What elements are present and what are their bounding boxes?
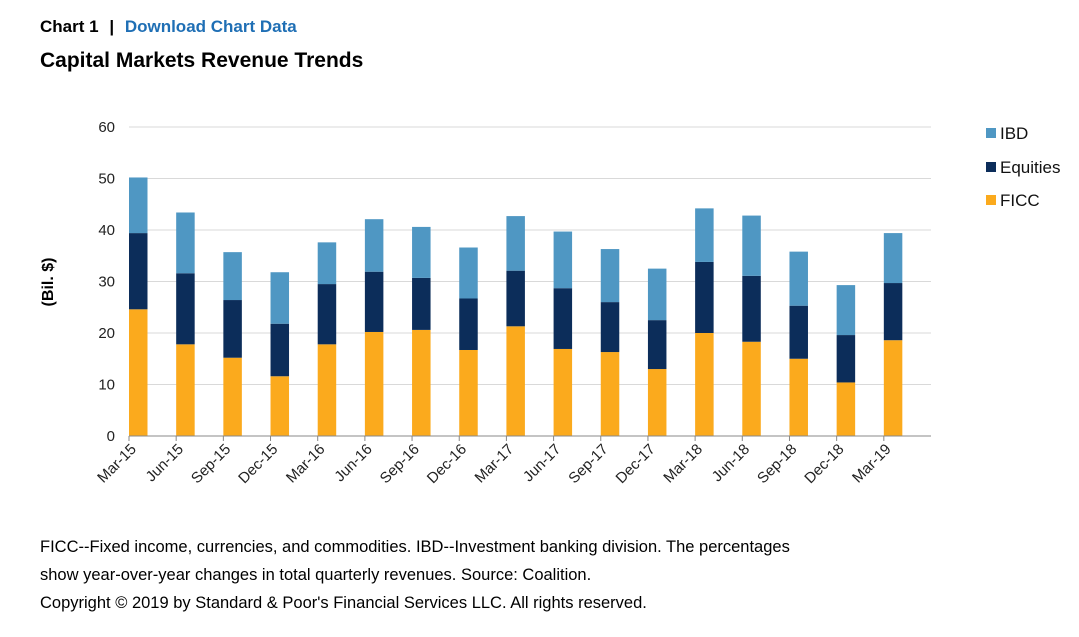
y-tick-label: 20 [98,325,115,342]
bar-equities-dec-16 [459,298,478,350]
bar-ficc-jun-17 [553,348,573,436]
x-tick-label: Dec-17 [613,441,659,487]
bar-equities-mar-15 [129,233,148,310]
bar-ficc-dec-18 [836,382,856,436]
legend-label-ibd: IBD [1000,124,1028,143]
x-tick-label: Jun-17 [520,441,564,485]
x-axis-ticks: Mar-15 Jun-15 Sep-15 Dec-15 Mar-16 Jun-16 Sep-… [94,441,894,487]
bar-equities-jun-17 [553,288,573,349]
bar-equities-jun-15 [176,273,195,345]
legend: IBD Equities FICC [986,124,1060,210]
bar-equities-jun-18 [742,275,761,342]
y-tick-label: 30 [98,274,115,291]
bar-ficc-jun-18 [742,341,761,436]
bar-ibd-mar-17 [506,216,525,271]
gridlines [129,126,931,385]
x-tick-label: Mar-17 [472,441,518,487]
bar-ibd-mar-18 [695,208,714,262]
bar-equities-dec-15 [270,323,290,377]
bar-equities-mar-19 [883,283,903,341]
bar-ibd-mar-16 [317,242,337,285]
y-axis-ticks: 0 10 20 30 40 50 60 [98,119,115,445]
bar-ficc-jun-15 [176,344,195,436]
chart-title: Capital Markets Revenue Trends [40,49,364,72]
chart-number: Chart 1 [40,17,99,36]
bar-ficc-mar-16 [317,344,337,436]
x-tick-label: Mar-16 [283,441,329,487]
bar-ficc-jun-16 [364,331,384,436]
bar-ibd-jun-18 [742,215,761,276]
bar-ficc-dec-17 [647,369,667,436]
bar-ibd-dec-18 [836,285,856,336]
footnote: FICC--Fixed income, currencies, and comm… [40,533,900,617]
x-tick-label: Sep-15 [188,441,234,487]
x-tick-label: Jun-15 [143,441,187,485]
bar-equities-mar-16 [317,284,337,345]
legend-label-ficc: FICC [1000,191,1040,210]
bar-ibd-sep-17 [600,249,620,303]
bar-ficc-mar-17 [506,326,525,436]
y-tick-label: 50 [98,171,115,188]
x-tick-label: Sep-17 [565,441,611,487]
bar-ficc-sep-18 [789,358,808,436]
bar-ficc-mar-18 [695,333,714,436]
bar-equities-mar-17 [506,270,525,327]
bar-ficc-mar-19 [883,340,903,436]
x-tick-label: Jun-16 [331,441,375,485]
y-tick-label: 60 [98,119,115,136]
bars [129,177,903,436]
x-tick-label: Mar-18 [660,441,706,487]
bar-ibd-dec-17 [647,268,667,321]
bar-equities-sep-18 [789,305,808,359]
bar-ficc-sep-16 [412,329,431,436]
bar-ficc-sep-15 [223,357,242,436]
y-axis-label: (Bil. $) [40,258,57,307]
legend-swatch-ibd [986,128,996,138]
bar-equities-sep-15 [223,300,242,358]
chart-header: Chart 1 | Download Chart Data [40,17,297,37]
y-tick-label: 0 [107,428,115,445]
header-separator: | [109,17,115,36]
x-tick-label: Dec-15 [235,441,281,487]
x-tick-label: Mar-19 [849,441,895,487]
bar-equities-sep-17 [600,302,620,353]
x-tick-label: Mar-15 [94,441,140,487]
y-tick-label: 40 [98,222,115,239]
x-tick-label: Jun-18 [709,441,753,485]
bar-ibd-dec-16 [459,247,478,299]
bar-ibd-dec-15 [270,272,290,324]
axes [128,435,931,441]
legend-swatch-equities [986,162,996,172]
bar-ficc-sep-17 [600,352,620,436]
bar-ibd-mar-15 [129,177,148,234]
bar-ibd-sep-16 [412,226,431,278]
bar-ibd-mar-19 [883,233,903,284]
footnote-line-3: Copyright © 2019 by Standard & Poor's Fi… [40,594,647,612]
bar-equities-mar-18 [695,261,714,333]
download-chart-data-link[interactable]: Download Chart Data [124,17,297,36]
bar-ibd-jun-16 [364,219,384,272]
footnote-line-1: FICC--Fixed income, currencies, and comm… [40,538,790,556]
legend-swatch-ficc [986,195,996,205]
bar-equities-jun-16 [364,271,384,332]
bar-ibd-sep-15 [223,252,242,301]
bar-ibd-jun-15 [176,212,195,274]
legend-label-equities: Equities [1000,158,1060,177]
x-tick-label: Dec-16 [424,441,470,487]
bar-equities-sep-16 [412,277,431,330]
bar-ibd-jun-17 [553,231,573,289]
bar-equities-dec-18 [836,335,856,383]
bar-ficc-mar-15 [129,309,148,436]
y-tick-label: 10 [98,377,115,394]
x-tick-label: Sep-16 [377,441,423,487]
bar-equities-dec-17 [647,320,667,370]
footnote-line-2: show year-over-year changes in total qua… [40,566,592,584]
bar-ficc-dec-15 [270,376,290,436]
bar-ficc-dec-16 [459,349,478,436]
x-tick-label: Sep-18 [754,441,800,487]
x-tick-label: Dec-18 [801,441,847,487]
bar-ibd-sep-18 [789,251,808,306]
